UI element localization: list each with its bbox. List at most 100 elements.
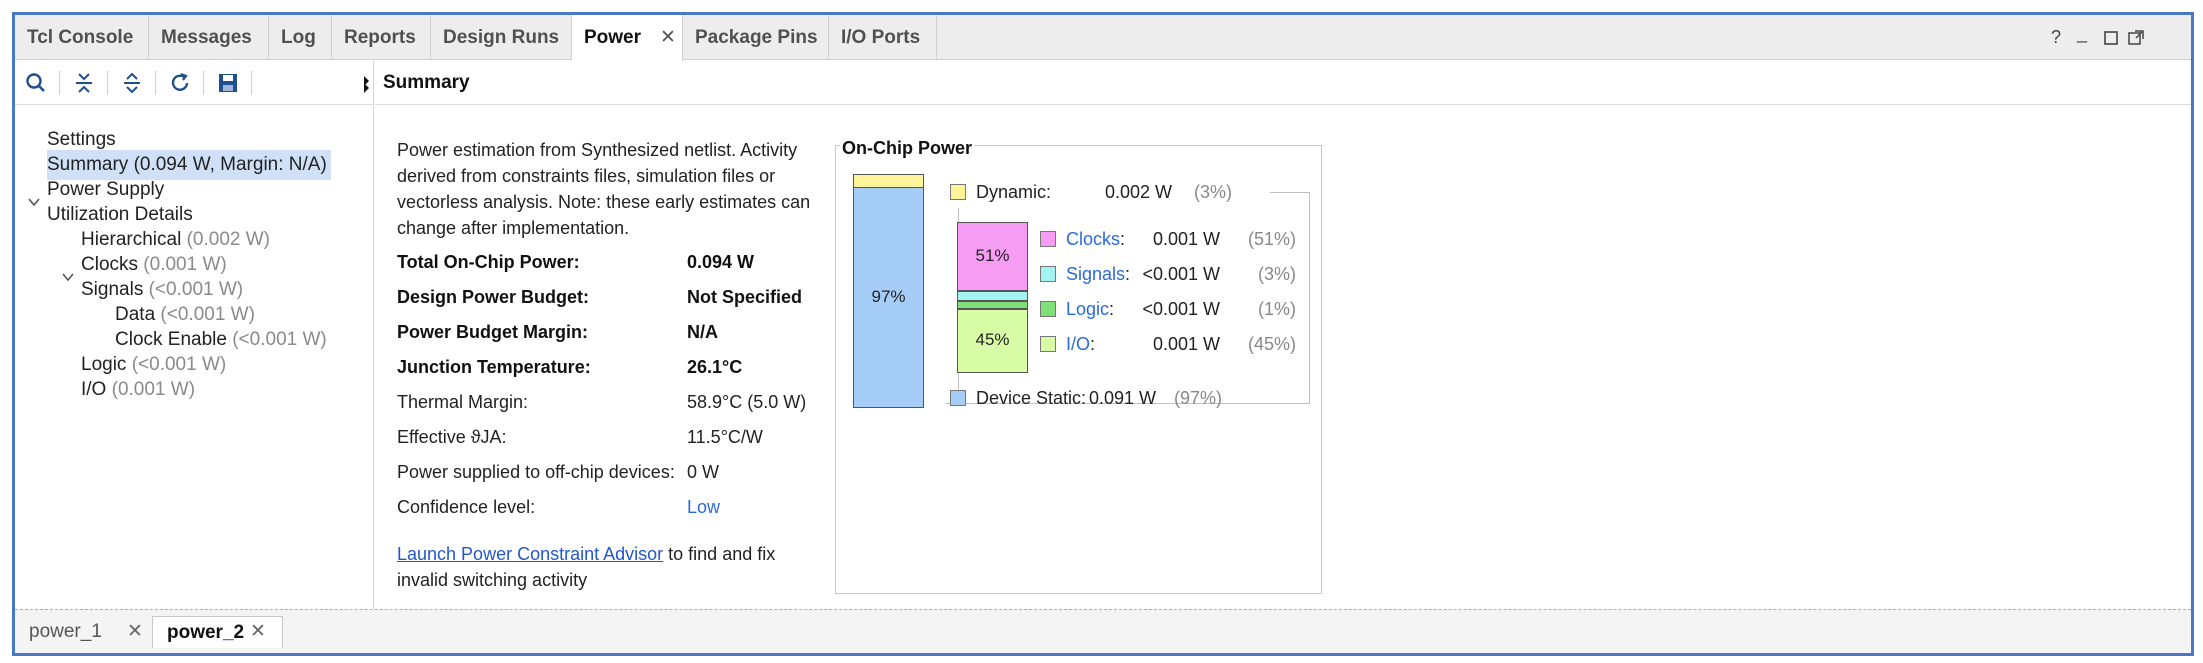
prop-value: Not Specified [687, 287, 803, 307]
clocks-swatch [1040, 231, 1056, 247]
logic-row: Logic: [1066, 299, 1114, 320]
io-value: 0.001 W [1152, 334, 1220, 354]
dynamic-label: Dynamic: [976, 182, 1052, 202]
tree-signals-label: Signals [81, 279, 144, 300]
logic-colon: : [1109, 299, 1115, 319]
tree-data[interactable]: Data (<0.001 W) [115, 300, 255, 330]
dynamic-box-top-line [1270, 192, 1310, 193]
tree-logic[interactable]: Logic (<0.001 W) [81, 350, 226, 380]
left-panel: Settings Summary (0.094 W, Margin: N/A) … [15, 61, 374, 609]
static-pct-label: 97% [871, 287, 906, 306]
tree-toolbar [15, 61, 374, 105]
confidence-level-link[interactable]: Low [687, 497, 721, 517]
io-pct-label: 45% [975, 330, 1010, 349]
tab-reports[interactable]: Reports [332, 15, 431, 60]
tree-clocks-value: (0.001 W) [143, 254, 227, 275]
io-link[interactable]: I/O [1066, 334, 1091, 354]
save-icon[interactable] [215, 70, 241, 96]
io-swatch [1040, 336, 1056, 352]
search-icon[interactable] [23, 70, 49, 96]
prop-value: N/A [687, 322, 718, 342]
dynamic-value: 0.002 W [1104, 182, 1172, 202]
tab-power-2-close-icon[interactable]: ✕ [250, 621, 266, 642]
logic-link[interactable]: Logic [1066, 299, 1110, 319]
signals-link[interactable]: Signals [1066, 264, 1126, 284]
clocks-value: 0.001 W [1152, 229, 1220, 249]
tree-io-label: I/O [81, 379, 107, 400]
tree-clock-enable[interactable]: Clock Enable (<0.001 W) [115, 325, 327, 355]
toolbar-overflow-icon[interactable] [363, 70, 373, 96]
tab-messages[interactable]: Messages [149, 15, 269, 60]
tab-package-pins[interactable]: Package Pins [683, 15, 829, 60]
float-icon[interactable] [2127, 29, 2145, 47]
clocks-pct: (51%) [1247, 229, 1296, 249]
clocks-link[interactable]: Clocks [1066, 229, 1121, 249]
tab-design-runs[interactable]: Design Runs [431, 15, 572, 60]
signals-swatch [1040, 266, 1056, 282]
tab-power-1[interactable]: power_1 [29, 621, 102, 642]
summary-header: Summary [375, 61, 2191, 105]
launch-power-constraint-advisor-link[interactable]: Launch Power Constraint Advisor [397, 544, 664, 564]
tab-power-1-close-icon[interactable]: ✕ [127, 621, 143, 642]
tree-summary[interactable]: Summary (0.094 W, Margin: N/A) [47, 150, 331, 180]
tree-hierarchical-label: Hierarchical [81, 229, 182, 250]
prop-label: Confidence level: [397, 497, 536, 517]
tree-clock-enable-value: (<0.001 W) [232, 329, 327, 350]
tree-data-label: Data [115, 304, 156, 325]
prop-value: 11.5°C/W [687, 427, 763, 447]
prop-label: Junction Temperature: [397, 357, 591, 377]
prop-label: Thermal Margin: [397, 392, 529, 412]
tree-hierarchical[interactable]: Hierarchical (0.002 W) [81, 225, 270, 255]
io-bar [957, 309, 1028, 373]
chevron-down-icon[interactable] [27, 195, 41, 209]
dynamic-pct: (3%) [1193, 182, 1232, 202]
prop-label: Power supplied to off-chip devices: [397, 462, 675, 482]
tab-power[interactable]: Power [572, 15, 683, 61]
on-chip-power-box: On-Chip Power 97% Dynamic: 0.002 W (3%) … [835, 138, 1322, 594]
logic-pct: (1%) [1257, 299, 1296, 319]
tab-log[interactable]: Log [269, 15, 332, 60]
prop-label: Design Power Budget: [397, 287, 590, 307]
prop-value: 0 W [687, 462, 720, 482]
signals-value: <0.001 W [1142, 264, 1220, 284]
dynamic-breakdown-box [946, 192, 1310, 404]
bottom-tab-bar: power_1 ✕ power_2 ✕ [15, 609, 2191, 653]
minimize-icon[interactable]: _ [2077, 23, 2088, 43]
maximize-icon[interactable] [2103, 30, 2119, 46]
tree-settings[interactable]: Settings [47, 129, 116, 150]
prop-value: 0.094 W [687, 252, 755, 272]
tree-utilization-details[interactable]: Utilization Details [47, 204, 193, 225]
tree-hierarchical-value: (0.002 W) [186, 229, 271, 250]
tab-tcl-console[interactable]: Tcl Console [15, 15, 149, 60]
collapse-all-icon[interactable] [71, 70, 97, 96]
refresh-icon[interactable] [167, 70, 193, 96]
expand-all-icon[interactable] [119, 70, 145, 96]
power-window: Tcl Console Messages Log Reports Design … [12, 12, 2194, 656]
dynamic-swatch [950, 184, 966, 200]
io-row: I/O: [1066, 334, 1095, 355]
summary-panel: Summary Power estimation from Synthesize… [375, 61, 2191, 609]
tree-clock-enable-label: Clock Enable [115, 329, 227, 350]
tree-clocks[interactable]: Clocks (0.001 W) [81, 250, 227, 280]
prop-value: 26.1°C [687, 357, 743, 377]
tree-io[interactable]: I/O (0.001 W) [81, 375, 195, 405]
tab-power-close-icon[interactable]: ✕ [660, 27, 676, 48]
tree-logic-value: (<0.001 W) [131, 354, 227, 375]
tab-bar: Tcl Console Messages Log Reports Design … [15, 15, 2191, 61]
device-static-value: 0.091 W [1088, 388, 1156, 408]
clocks-pct-label: 51% [975, 246, 1010, 265]
tab-io-ports[interactable]: I/O Ports [829, 15, 937, 60]
summary-description: Power estimation from Synthesized netlis… [397, 140, 811, 238]
clocks-row: Clocks: [1066, 229, 1125, 250]
device-static-swatch [950, 390, 966, 406]
help-icon[interactable]: ? [2051, 27, 2062, 47]
static-bar [853, 174, 924, 408]
chevron-down-icon[interactable] [61, 270, 75, 284]
io-pct: (45%) [1247, 334, 1296, 354]
prop-label: Power Budget Margin: [397, 322, 589, 342]
clocks-bar [957, 222, 1028, 291]
tree-power-supply[interactable]: Power Supply [47, 179, 165, 200]
prop-value: 58.9°C (5.0 W) [687, 392, 807, 412]
tree-signals[interactable]: Signals (<0.001 W) [81, 275, 243, 305]
tab-power-2[interactable]: power_2 [152, 616, 283, 648]
